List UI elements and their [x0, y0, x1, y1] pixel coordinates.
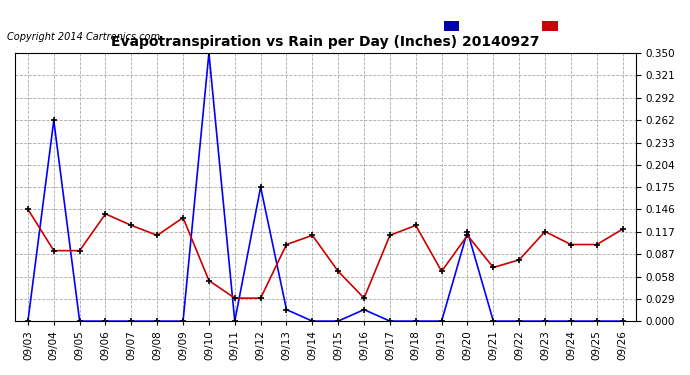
Legend: Rain  (Inches), ET  (Inches): Rain (Inches), ET (Inches): [441, 18, 631, 34]
Title: Evapotranspiration vs Rain per Day (Inches) 20140927: Evapotranspiration vs Rain per Day (Inch…: [111, 35, 540, 49]
Text: Copyright 2014 Cartronics.com: Copyright 2014 Cartronics.com: [7, 32, 160, 42]
